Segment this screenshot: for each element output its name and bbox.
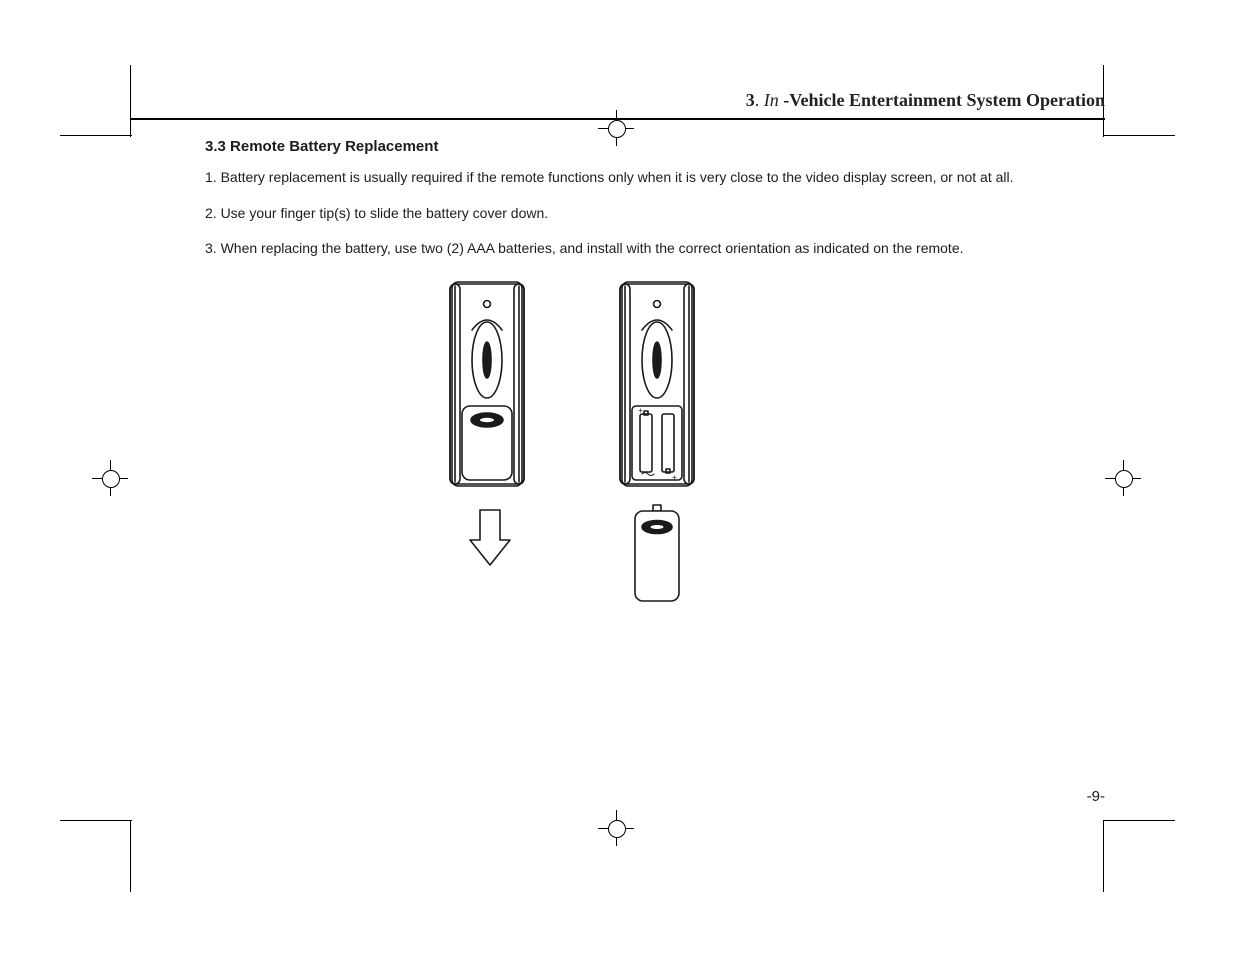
crop-mark [1103,820,1104,892]
chapter-sep: . [755,90,764,110]
instruction-list: 1. Battery replacement is usually requir… [205,168,1085,275]
svg-text:+: + [638,406,643,415]
svg-text:+: + [672,473,677,482]
instruction-step: 1. Battery replacement is usually requir… [205,168,1085,188]
chapter-title: -Vehicle Entertainment System Operation [783,90,1105,110]
page-number: -9- [1087,788,1105,805]
running-header: 3. In -Vehicle Entertainment System Oper… [746,90,1105,111]
manual-page: 3. In -Vehicle Entertainment System Oper… [130,90,1105,820]
crop-mark [60,135,132,136]
section-number: 3.3 [205,138,226,155]
chapter-number: 3 [746,90,755,110]
chapter-prefix: In [764,90,784,110]
instruction-step: 3. When replacing the battery, use two (… [205,239,1085,259]
header-rule [130,118,1105,120]
registration-mark [1105,460,1141,496]
battery-replacement-diagram: + + [430,280,780,680]
crop-mark [60,820,132,821]
crop-mark [1103,135,1175,136]
crop-mark [130,820,131,892]
section-heading: 3.3 Remote Battery Replacement [205,138,438,155]
instruction-step: 2. Use your finger tip(s) to slide the b… [205,204,1085,224]
registration-mark [92,460,128,496]
section-title-text: Remote Battery Replacement [230,138,438,155]
crop-mark [1103,820,1175,821]
